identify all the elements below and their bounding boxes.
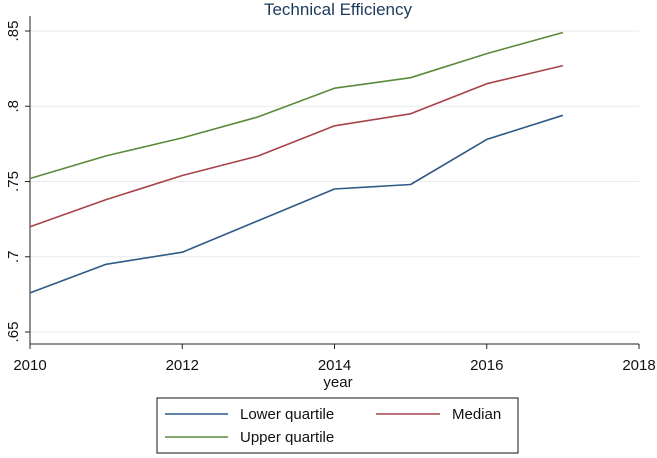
axes: .65 .7 .75 .8 .85 2010 2012 2014 2016 2018 <box>5 16 656 374</box>
x-tick-label: 2016 <box>470 357 503 374</box>
series-lines <box>29 31 564 294</box>
y-tick-label: .7 <box>5 250 22 263</box>
y-tick-label: .8 <box>5 100 22 113</box>
x-tick-label: 2018 <box>622 357 655 374</box>
x-axis-title: year <box>323 374 352 391</box>
x-tick-label: 2010 <box>13 357 46 374</box>
legend: Lower quartile Median Upper quartile <box>156 397 519 454</box>
series-line-median <box>29 64 564 228</box>
series-line-lower-quartile <box>29 114 564 294</box>
gridlines <box>30 30 639 333</box>
y-tick-label: .65 <box>5 322 22 343</box>
series-line-upper-quartile <box>29 31 564 180</box>
y-tick-label: .85 <box>5 21 22 42</box>
legend-box <box>156 397 519 454</box>
x-tick-label: 2014 <box>318 357 351 374</box>
y-tick-label: .75 <box>5 171 22 192</box>
legend-label: Median <box>452 406 501 423</box>
legend-label: Upper quartile <box>240 429 334 446</box>
legend-label: Lower quartile <box>240 406 334 423</box>
x-tick-label: 2012 <box>166 357 199 374</box>
chart-title: Technical Efficiency <box>264 0 413 19</box>
